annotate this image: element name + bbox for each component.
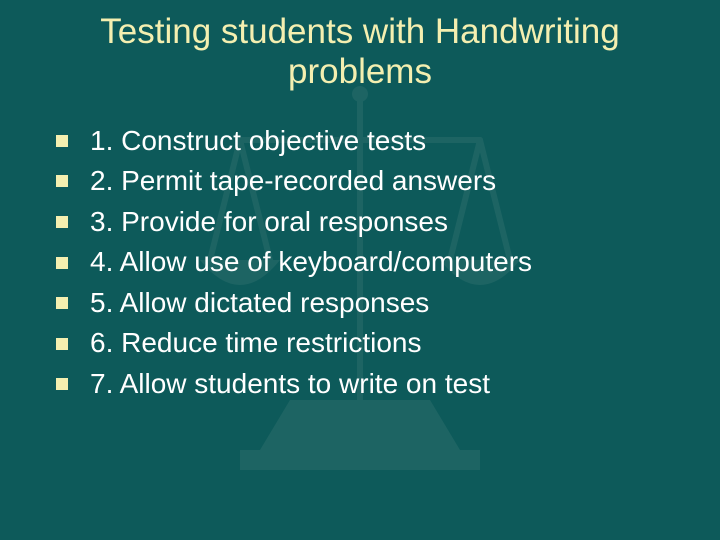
slide-title: Testing students with Handwriting proble… <box>0 0 720 93</box>
square-bullet-icon <box>56 297 68 309</box>
list-item: 5. Allow dictated responses <box>56 283 720 324</box>
bullet-list: 1. Construct objective tests 2. Permit t… <box>0 121 720 405</box>
list-item: 2. Permit tape-recorded answers <box>56 161 720 202</box>
list-item: 3. Provide for oral responses <box>56 202 720 243</box>
list-item-text: 7. Allow students to write on test <box>90 364 490 405</box>
square-bullet-icon <box>56 378 68 390</box>
list-item: 6. Reduce time restrictions <box>56 323 720 364</box>
list-item: 4. Allow use of keyboard/computers <box>56 242 720 283</box>
square-bullet-icon <box>56 175 68 187</box>
slide: Testing students with Handwriting proble… <box>0 0 720 540</box>
square-bullet-icon <box>56 338 68 350</box>
square-bullet-icon <box>56 257 68 269</box>
list-item: 1. Construct objective tests <box>56 121 720 162</box>
square-bullet-icon <box>56 216 68 228</box>
list-item-text: 6. Reduce time restrictions <box>90 323 421 364</box>
list-item-text: 2. Permit tape-recorded answers <box>90 161 496 202</box>
list-item: 7. Allow students to write on test <box>56 364 720 405</box>
list-item-text: 1. Construct objective tests <box>90 121 426 162</box>
list-item-text: 4. Allow use of keyboard/computers <box>90 242 532 283</box>
list-item-text: 3. Provide for oral responses <box>90 202 448 243</box>
square-bullet-icon <box>56 135 68 147</box>
list-item-text: 5. Allow dictated responses <box>90 283 429 324</box>
